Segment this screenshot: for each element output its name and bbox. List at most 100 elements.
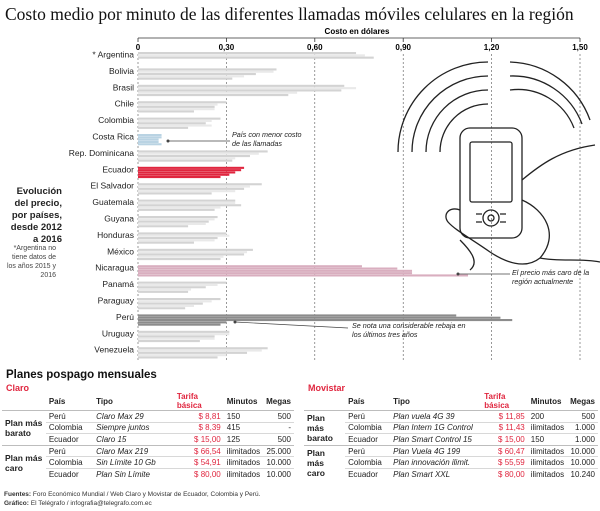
bar — [138, 152, 259, 155]
category-label: El Salvador — [91, 181, 135, 191]
x-tick-label: 0,90 — [395, 43, 411, 52]
bar — [138, 103, 218, 106]
category-label: Venezuela — [94, 345, 134, 355]
category-label: México — [107, 246, 134, 256]
cell: Colombia — [345, 421, 391, 434]
note-nicaragua: El precio más caro de la región actualme… — [512, 268, 590, 286]
bar — [138, 56, 374, 59]
bar — [138, 288, 192, 291]
cell: $ 60,47 — [481, 444, 528, 457]
x-tick-label: 1,20 — [484, 43, 500, 52]
bar — [138, 68, 277, 71]
bar — [138, 323, 221, 326]
bar — [138, 143, 162, 146]
bar — [138, 290, 189, 293]
cell: 1.000 — [567, 433, 598, 446]
bar — [138, 183, 262, 186]
cell: Plan Sin Límite — [93, 467, 174, 480]
bar — [138, 122, 206, 125]
bar — [138, 298, 221, 301]
category-label: Brasil — [113, 82, 134, 92]
cell: 10.000 — [567, 444, 598, 457]
bar — [138, 251, 248, 254]
bar — [138, 108, 215, 111]
cell: Perú — [45, 444, 94, 457]
bar — [138, 283, 218, 286]
bar — [138, 136, 162, 139]
col-price: Tarifa básica — [484, 392, 510, 410]
bar — [138, 94, 289, 97]
bar — [138, 105, 215, 108]
category-label: Costa Rica — [92, 132, 134, 142]
category-label: Ecuador — [102, 164, 134, 174]
category-label: Rep. Dominicana — [69, 148, 134, 158]
cell: 1.000 — [567, 421, 598, 434]
category-label: Chile — [115, 99, 135, 109]
bar — [138, 91, 298, 94]
bar — [138, 138, 159, 141]
bar — [138, 340, 200, 343]
bar — [138, 206, 221, 209]
movistar-table: País Tipo Tarifa básica Minutos Megas Pl… — [304, 392, 598, 480]
bar — [138, 192, 212, 195]
bar — [138, 239, 215, 242]
bar — [138, 140, 159, 143]
cell: ilimitados — [223, 467, 264, 480]
cell: Siempre juntos — [93, 421, 174, 434]
cell: $ 55,59 — [481, 456, 528, 469]
cell: $ 54,91 — [173, 456, 224, 469]
bar — [138, 89, 342, 92]
cell: $ 11,43 — [481, 421, 528, 434]
bar — [138, 255, 224, 258]
col-price: Tarifa básica — [176, 392, 202, 410]
cell: Plan innovación ilimit. — [390, 456, 482, 469]
group-expensive: Plan más caro — [2, 444, 46, 480]
cell: $ 15,00 — [173, 433, 224, 446]
cell: Claro Max 29 — [93, 410, 174, 423]
bar — [138, 222, 206, 225]
cell: ilimitados — [223, 456, 264, 469]
cell: Ecuador — [345, 467, 391, 480]
sources-label: Fuentes: — [4, 491, 32, 498]
cell: Perú — [45, 410, 94, 423]
cell: 415 — [223, 421, 264, 434]
bar — [138, 117, 221, 120]
bar — [138, 119, 212, 122]
cell: Perú — [345, 444, 391, 457]
bar — [138, 337, 215, 340]
bar — [138, 187, 245, 190]
cell: 10.240 — [567, 467, 598, 480]
bar — [138, 155, 250, 158]
cell: Plan Smart Control 15 — [390, 433, 482, 446]
cell: Plan vuela 4G 39 — [390, 410, 482, 423]
col-minutes: Minutos — [226, 396, 258, 406]
bar — [138, 314, 457, 317]
category-label: Perú — [116, 312, 134, 322]
cell: 500 — [263, 410, 294, 423]
cell: Plan Intern 1G Control — [390, 421, 482, 434]
bar — [138, 302, 203, 305]
cell: 25.000 — [263, 444, 294, 457]
cell: 500 — [263, 433, 294, 446]
bar — [138, 52, 357, 55]
movistar-label: Movistar — [308, 383, 346, 393]
bar — [138, 110, 194, 113]
category-label: Guatemala — [92, 197, 134, 207]
bar — [138, 234, 230, 237]
bar — [138, 169, 242, 172]
bar — [138, 185, 250, 188]
category-label: Uruguay — [102, 328, 135, 338]
bar — [138, 220, 209, 223]
cell: 10.000 — [263, 456, 294, 469]
bar — [138, 272, 413, 275]
bar — [138, 166, 245, 169]
cell: ilimitados — [527, 444, 568, 457]
cell: $ 8,81 — [173, 410, 224, 423]
x-tick-label: 0 — [136, 43, 141, 52]
cell: $ 80,00 — [173, 467, 224, 480]
bar — [138, 173, 230, 176]
cell: $ 15,00 — [481, 433, 528, 446]
category-label: Bolivia — [109, 66, 134, 76]
bar — [138, 281, 227, 284]
bar — [138, 176, 221, 179]
